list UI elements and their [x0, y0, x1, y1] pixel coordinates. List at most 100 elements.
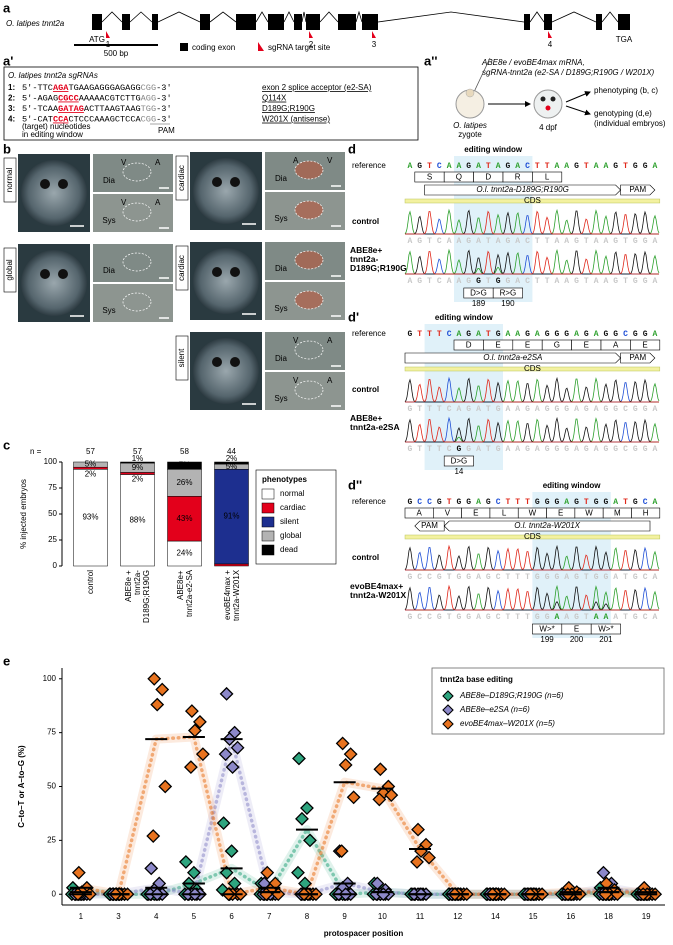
trace [405, 584, 660, 611]
base: G [613, 445, 618, 454]
base: G [407, 405, 412, 414]
heart-outline [122, 292, 152, 312]
eye [540, 96, 546, 102]
exon [268, 14, 284, 30]
base: C [427, 613, 432, 622]
base: G [417, 277, 422, 286]
base: T [437, 445, 442, 454]
trend-band [80, 732, 647, 899]
amino-acid: L [545, 173, 550, 182]
data-point [216, 816, 231, 831]
arrow [565, 91, 591, 103]
base: C [496, 498, 501, 507]
row-label: reference [352, 161, 386, 170]
base: G [545, 445, 550, 454]
base: G [496, 277, 501, 286]
chamber-label: A [155, 158, 161, 167]
seq-part: TGG [141, 104, 156, 114]
legend-swatch [261, 544, 275, 556]
x-tick-label: 5 [192, 912, 197, 921]
pam-label: PAM [629, 185, 646, 194]
intron [255, 11, 269, 23]
y-tick-label: 100 [44, 457, 58, 466]
n-value: 44 [227, 447, 236, 456]
exon [362, 14, 378, 30]
base: G [466, 573, 471, 582]
base: T [623, 277, 628, 286]
x-tick-label: 4 [154, 912, 159, 921]
seq-part: 5'-TCAA [22, 104, 59, 114]
base: C [447, 445, 452, 454]
base: A [456, 277, 461, 286]
seq-part: -3' [156, 94, 171, 104]
seq-part: 5'-TTC [22, 83, 53, 93]
legend-label: silent [280, 517, 299, 526]
sgrna-seq: 5'-AGAGCGCCAAAAACGTCTTGAGG-3' [22, 94, 172, 104]
pam-label: PAM [629, 353, 646, 362]
legend-swatch [261, 502, 275, 514]
base: T [447, 573, 452, 582]
bar-segment [120, 474, 155, 567]
base: A [574, 405, 579, 414]
base: T [486, 445, 491, 454]
base: A [594, 330, 599, 339]
guide-arrow [404, 352, 622, 364]
trace [405, 586, 659, 611]
chamber-label: V [121, 158, 127, 167]
base: T [505, 498, 510, 507]
base: G [574, 498, 579, 507]
chamber-label: V [327, 156, 333, 165]
base: A [505, 445, 510, 454]
amino-acid: A [613, 341, 619, 350]
seq-part: CGG [141, 83, 156, 93]
seq-part: CGG [141, 115, 156, 125]
base: A [652, 405, 657, 414]
base: G [466, 405, 471, 414]
base: G [417, 162, 422, 171]
sgrna-number: 4: [8, 115, 15, 124]
legend-marker [442, 718, 454, 730]
base: G [643, 330, 648, 339]
value-label: 2% [132, 475, 144, 484]
base: G [466, 613, 471, 622]
data-point [225, 760, 240, 775]
base: G [476, 277, 481, 286]
sgrna-site [372, 31, 376, 38]
base: T [427, 277, 432, 286]
panel-label: d'' [348, 477, 362, 492]
amino-acid: W [585, 509, 593, 518]
aa-position: 200 [570, 635, 584, 644]
base: A [515, 330, 520, 339]
base: T [584, 613, 589, 622]
amino-acid: D [485, 173, 491, 182]
mutation-box [492, 287, 523, 299]
eye [550, 96, 556, 102]
base: T [505, 573, 510, 582]
base: A [594, 277, 599, 286]
data-point [219, 865, 234, 880]
base: G [554, 405, 559, 414]
legend-title: tnnt2a base editing [440, 675, 513, 684]
row-label-box [3, 247, 17, 293]
base: T [525, 613, 530, 622]
base: G [643, 445, 648, 454]
base: C [447, 405, 452, 414]
base: C [496, 573, 501, 582]
exon [306, 14, 320, 30]
seq-part: CCA [53, 115, 69, 125]
aa-box [532, 171, 563, 183]
sgrna-box [3, 66, 419, 141]
base: G [584, 405, 589, 414]
base: C [427, 498, 432, 507]
data-point [372, 792, 387, 807]
base: G [574, 277, 579, 286]
amino-acid: G [554, 341, 560, 350]
note: (target) nucleotides [22, 122, 90, 131]
intron [355, 10, 363, 23]
seq-part: AAAAACGTCTTG [79, 94, 141, 104]
embryo [533, 89, 563, 119]
intron [157, 11, 201, 23]
sgrna-number: 3: [8, 104, 15, 113]
